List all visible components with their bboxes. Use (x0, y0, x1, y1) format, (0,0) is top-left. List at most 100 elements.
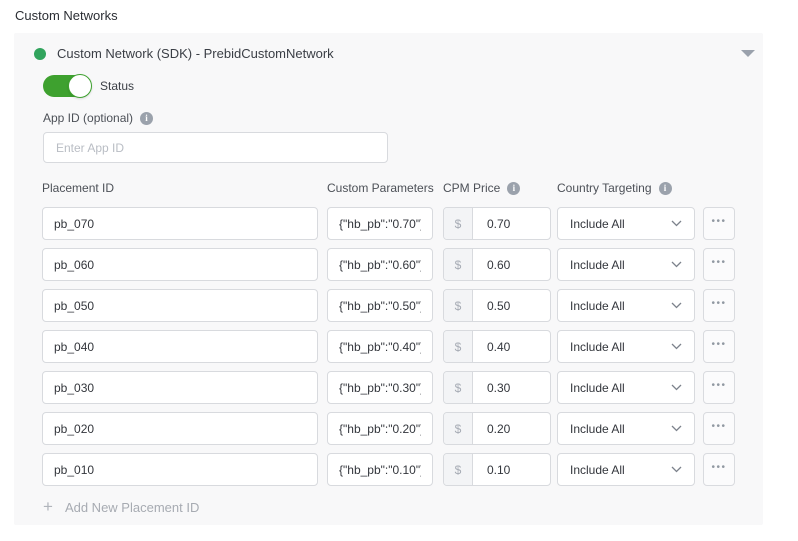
info-icon[interactable]: i (507, 181, 521, 195)
country-targeting-value: Include All (570, 462, 625, 477)
table-row: $ Include All ••• (42, 330, 763, 363)
plus-icon: + (43, 497, 53, 516)
status-toggle[interactable] (43, 74, 92, 98)
currency-prefix: $ (444, 372, 473, 403)
currency-prefix: $ (444, 454, 473, 485)
custom-parameters-input[interactable] (327, 371, 433, 404)
more-options-button[interactable]: ••• (703, 330, 735, 363)
more-options-button[interactable]: ••• (703, 412, 735, 445)
chevron-down-icon (671, 425, 682, 432)
table-header-row: Placement ID Custom Parameters CPM Price… (42, 181, 763, 195)
cpm-price-field: $ (443, 330, 551, 363)
cpm-price-input[interactable] (473, 413, 550, 444)
chevron-down-icon (671, 343, 682, 350)
cpm-price-input[interactable] (473, 249, 550, 280)
country-targeting-header-label: Country Targeting (557, 181, 652, 195)
chevron-down-icon (671, 261, 682, 268)
placement-id-input[interactable] (42, 248, 318, 281)
placement-id-header-label: Placement ID (42, 181, 115, 195)
placement-id-input[interactable] (42, 289, 318, 322)
table-row: $ Include All ••• (42, 207, 763, 240)
cpm-price-input[interactable] (473, 331, 550, 362)
more-options-button[interactable]: ••• (703, 248, 735, 281)
col-header-placement-id: Placement ID (42, 181, 318, 195)
country-targeting-select[interactable]: Include All (557, 453, 695, 486)
ellipsis-icon: ••• (711, 256, 727, 268)
country-targeting-select[interactable]: Include All (557, 371, 695, 404)
currency-prefix: $ (444, 413, 473, 444)
placement-id-input[interactable] (42, 412, 318, 445)
placement-id-input[interactable] (42, 371, 318, 404)
country-targeting-select[interactable]: Include All (557, 289, 695, 322)
app-id-label-row: App ID (optional) i (43, 111, 763, 125)
placement-id-input[interactable] (42, 330, 318, 363)
app-id-label: App ID (optional) (43, 111, 134, 125)
cpm-price-input[interactable] (473, 372, 550, 403)
table-row: $ Include All ••• (42, 412, 763, 445)
cpm-price-field: $ (443, 207, 551, 240)
ellipsis-icon: ••• (711, 215, 727, 227)
cpm-price-field: $ (443, 289, 551, 322)
chevron-down-icon (671, 384, 682, 391)
info-icon[interactable]: i (658, 181, 672, 195)
currency-prefix: $ (444, 249, 473, 280)
table-row: $ Include All ••• (42, 289, 763, 322)
more-options-button[interactable]: ••• (703, 289, 735, 322)
more-options-button[interactable]: ••• (703, 371, 735, 404)
country-targeting-select[interactable]: Include All (557, 207, 695, 240)
custom-parameters-input[interactable] (327, 289, 433, 322)
more-options-button[interactable]: ••• (703, 207, 735, 240)
ellipsis-icon: ••• (711, 420, 727, 432)
col-header-country-targeting: Country Targeting i (557, 181, 695, 195)
cpm-price-input[interactable] (473, 290, 550, 321)
country-targeting-select[interactable]: Include All (557, 412, 695, 445)
col-header-cpm-price: CPM Price i (443, 181, 551, 195)
app-id-input[interactable] (43, 132, 388, 163)
custom-parameters-input[interactable] (327, 412, 433, 445)
page-title: Custom Networks (15, 8, 118, 23)
ellipsis-icon: ••• (711, 297, 727, 309)
placement-id-input[interactable] (42, 453, 318, 486)
table-row: $ Include All ••• (42, 371, 763, 404)
network-card-header[interactable]: Custom Network (SDK) - PrebidCustomNetwo… (14, 33, 763, 61)
cpm-price-input[interactable] (473, 454, 550, 485)
country-targeting-select[interactable]: Include All (557, 248, 695, 281)
chevron-down-icon[interactable] (741, 50, 755, 57)
custom-parameters-input[interactable] (327, 248, 433, 281)
chevron-down-icon (671, 466, 682, 473)
cpm-price-input[interactable] (473, 208, 550, 239)
custom-parameters-header-label: Custom Parameters (327, 181, 434, 195)
status-dot-icon (34, 47, 46, 60)
currency-prefix: $ (444, 290, 473, 321)
currency-prefix: $ (444, 208, 473, 239)
custom-parameters-input[interactable] (327, 453, 433, 486)
ellipsis-icon: ••• (711, 461, 727, 473)
custom-parameters-input[interactable] (327, 207, 433, 240)
country-targeting-value: Include All (570, 380, 625, 395)
ellipsis-icon: ••• (711, 379, 727, 391)
status-toggle-row: Status (43, 74, 763, 98)
country-targeting-value: Include All (570, 421, 625, 436)
currency-prefix: $ (444, 331, 473, 362)
placements-table: Placement ID Custom Parameters CPM Price… (42, 181, 763, 486)
toggle-knob (68, 74, 92, 98)
placement-id-input[interactable] (42, 207, 318, 240)
cpm-price-field: $ (443, 371, 551, 404)
country-targeting-value: Include All (570, 298, 625, 313)
chevron-down-icon (671, 302, 682, 309)
cpm-price-field: $ (443, 453, 551, 486)
cpm-price-field: $ (443, 412, 551, 445)
custom-parameters-input[interactable] (327, 330, 433, 363)
table-row: $ Include All ••• (42, 453, 763, 486)
country-targeting-select[interactable]: Include All (557, 330, 695, 363)
country-targeting-value: Include All (570, 216, 625, 231)
network-title: Custom Network (SDK) - PrebidCustomNetwo… (57, 46, 334, 61)
country-targeting-value: Include All (570, 257, 625, 272)
more-options-button[interactable]: ••• (703, 453, 735, 486)
info-icon[interactable]: i (140, 111, 154, 125)
add-placement-button[interactable]: + Add New Placement ID (43, 497, 199, 517)
cpm-price-field: $ (443, 248, 551, 281)
col-header-custom-parameters: Custom Parameters (327, 181, 434, 195)
country-targeting-value: Include All (570, 339, 625, 354)
table-row: $ Include All ••• (42, 248, 763, 281)
